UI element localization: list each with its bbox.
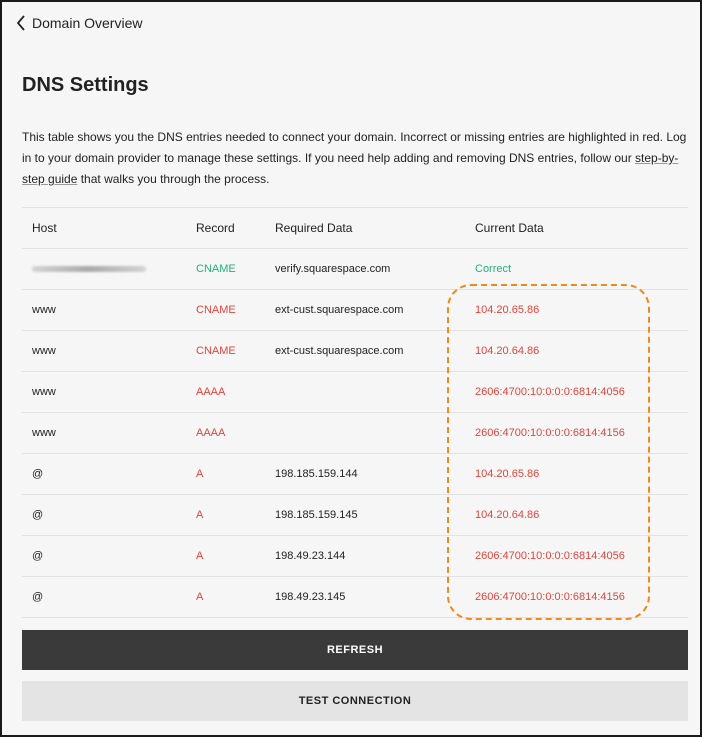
record-cell: A [196,494,275,536]
table-row: @ A 198.185.159.145 104.20.64.86 [22,494,688,536]
host-cell: @ [22,453,196,495]
record-cell: CNAME [196,289,275,331]
required-data-cell: 198.185.159.144 [275,453,475,495]
header-host: Host [22,207,196,249]
required-data-cell: 198.185.159.145 [275,494,475,536]
header-required-data: Required Data [275,207,475,249]
step-by-step-guide-link[interactable]: step-by-step guide [22,151,679,186]
page-description: This table shows you the DNS entries nee… [22,127,687,190]
host-cell: @ [22,494,196,536]
current-data-cell: 104.20.65.86 [475,453,688,495]
current-data-cell: 104.20.64.86 [475,494,688,536]
current-data-cell: 2606:4700:10:0:0:0:6814:4056 [475,535,688,577]
required-data-cell: ext-cust.squarespace.com [275,289,475,331]
record-cell: A [196,453,275,495]
current-data-cell: 2606:4700:10:0:0:0:6814:4056 [475,371,688,413]
record-cell: CNAME [196,248,275,290]
table-row: @ A 198.185.159.144 104.20.65.86 [22,453,688,495]
record-cell: CNAME [196,330,275,372]
record-cell: A [196,535,275,577]
current-data-cell: 2606:4700:10:0:0:0:6814:4156 [475,576,688,618]
host-cell: @ [22,576,196,618]
record-cell: A [196,576,275,618]
description-text-end: that walks you through the process. [77,172,270,186]
back-link[interactable]: Domain Overview [16,15,142,31]
required-data-cell: 198.49.23.144 [275,535,475,577]
host-cell: www [22,371,196,413]
table-row: @ A 198.49.23.145 2606:4700:10:0:0:0:6814:4… [22,576,688,618]
host-cell: www [22,412,196,454]
test-connection-button[interactable]: TEST CONNECTION [22,681,688,721]
description-text: This table shows you the DNS entries nee… [22,130,687,165]
record-cell: AAAA [196,412,275,454]
host-cell [22,248,196,290]
header-record: Record [196,207,275,249]
current-data-cell: 104.20.64.86 [475,330,688,372]
back-label: Domain Overview [32,15,143,31]
required-data-cell [275,371,475,413]
required-data-cell: verify.squarespace.com [275,248,475,290]
table-header-row: Host Record Required Data Current Data [22,207,688,249]
host-cell: www [22,330,196,372]
redacted-host [32,266,146,272]
host-cell: @ [22,535,196,577]
current-data-cell: 2606:4700:10:0:0:0:6814:4156 [475,412,688,454]
required-data-cell: ext-cust.squarespace.com [275,330,475,372]
required-data-cell: 198.49.23.145 [275,576,475,618]
header-current-data: Current Data [475,207,688,249]
table-row: www AAAA 2606:4700:10:0:0:0:6814:4156 [22,412,688,454]
refresh-button[interactable]: REFRESH [22,630,688,670]
chevron-left-icon [16,15,25,31]
table-row: www AAAA 2606:4700:10:0:0:0:6814:4056 [22,371,688,413]
table-row: @ A 198.49.23.144 2606:4700:10:0:0:0:6814:4… [22,535,688,577]
current-data-cell: Correct [475,248,688,290]
dns-table: Host Record Required Data Current Data C… [22,207,688,618]
host-cell: www [22,289,196,331]
record-cell: AAAA [196,371,275,413]
required-data-cell [275,412,475,454]
table-row: www CNAME ext-cust.squarespace.com 104.20.6… [22,289,688,331]
table-row: CNAME verify.squarespace.com Correct [22,248,688,290]
table-row: www CNAME ext-cust.squarespace.com 104.20.6… [22,330,688,372]
current-data-cell: 104.20.65.86 [475,289,688,331]
page-title: DNS Settings [22,74,149,96]
